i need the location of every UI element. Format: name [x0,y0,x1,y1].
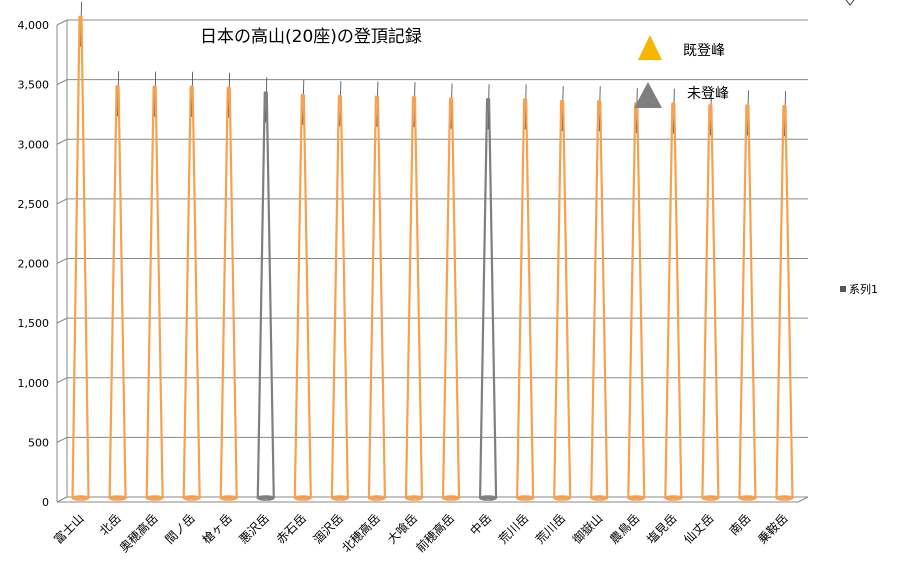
x-tick-label-14: 御嶽山 [569,511,605,547]
gridline-depth-3 [56,317,68,324]
x-tick-label-1: 北岳 [97,511,124,538]
bar-base-12 [516,495,534,501]
bar-base-5 [256,495,275,501]
x-tick-label-15: 農鳥岳 [606,511,642,547]
bar-base-16 [664,495,683,501]
x-tick-label-0: 富士山 [51,511,87,547]
y-tick-label-5: 2,500 [18,198,50,211]
y-tick-label-6: 3,000 [18,138,50,151]
x-tick-label-16: 塩見岳 [643,511,679,547]
bar-base-7 [331,495,349,501]
bar-base-8 [368,495,386,501]
y-tick-label-4: 2,000 [18,258,50,271]
bar-4 [219,86,238,500]
x-tick-label-9: 大喰岳 [384,511,420,547]
gridline-depth-2 [56,377,68,384]
bar-16 [664,102,683,500]
bar-5 [256,91,275,500]
bar-base-4 [219,495,238,501]
y-tick-label-7: 3,500 [18,79,50,92]
gridline-depth-0 [56,496,68,503]
legend-climbed-label: 既登峰 [683,43,725,59]
bar-base-14 [590,495,609,501]
bar-base-1 [108,495,127,501]
bar-2 [145,85,164,500]
x-tick-label-10: 前穂高岳 [413,511,458,556]
bar-1 [108,85,127,500]
bar-base-3 [182,495,201,501]
bar-7 [330,95,349,500]
x-tick-label-13: 荒川岳 [533,511,568,546]
series-legend: 系列1 [840,281,878,297]
bar-base-6 [294,495,312,501]
bar-10 [441,97,461,500]
x-tick-label-3: 間ノ岳 [162,511,197,546]
x-tick-label-7: 涸沢岳 [311,511,346,546]
bar-0 [71,15,90,500]
x-tick-label-5: 悪沢岳 [237,511,272,546]
bar-base-17 [701,495,720,501]
bar-11 [478,98,498,500]
bar-base-15 [627,495,646,501]
y-tick-label-8: 4,000 [18,19,50,32]
x-tick-label-18: 南岳 [726,511,754,539]
x-tick-label-11: 中岳 [467,511,495,539]
bar-base-19 [775,495,794,501]
series-legend-label: 系列1 [849,283,878,296]
gridline-depth-8 [56,19,68,26]
y-tick-label-2: 1,000 [18,377,50,390]
bar-18 [738,104,757,500]
corner-resize-icon [845,0,855,6]
series-legend-swatch [840,286,846,292]
bar-base-2 [145,495,164,501]
bar-17 [701,104,720,500]
y-tick-label-0: 0 [42,496,49,509]
gridline-depth-4 [56,258,68,264]
bar-base-0 [71,495,90,501]
floor-side-edge [797,496,809,503]
x-tick-label-12: 荒川岳 [496,511,531,546]
bar-15 [627,102,646,500]
gridline-depth-1 [56,436,68,443]
y-tick-label-1: 500 [28,436,49,449]
x-tick-label-17: 仙丈岳 [681,511,716,546]
bar-14 [590,100,609,500]
bar-13 [553,100,572,500]
y-tick-label-3: 1,500 [18,317,50,330]
gridline-depth-6 [56,138,68,145]
bar-3 [182,85,201,500]
x-tick-label-8: 北穂高岳 [338,511,383,556]
bar-8 [367,95,387,500]
x-tick-label-19: 乗鞍岳 [755,511,791,547]
bar-9 [404,96,424,500]
legend-unclimbed-label: 未登峰 [687,86,729,102]
bar-base-13 [553,495,571,501]
legend-unclimbed-marker [634,82,662,108]
x-tick-label-2: 奥穂高岳 [116,511,161,556]
bar-12 [516,98,535,500]
bar-base-11 [479,495,497,501]
bar-base-18 [738,495,757,501]
bar-base-10 [442,495,460,501]
bar-6 [293,93,312,500]
bar-19 [775,105,794,500]
gridline-depth-7 [56,79,68,86]
x-tick-label-6: 赤石岳 [274,511,309,546]
x-tick-label-4: 槍ヶ岳 [199,511,235,547]
gridline-depth-5 [56,198,68,205]
legend-climbed-marker [638,35,662,60]
chart-title: 日本の高山(20座)の登頂記録 [200,27,422,47]
bar-base-9 [405,495,423,501]
